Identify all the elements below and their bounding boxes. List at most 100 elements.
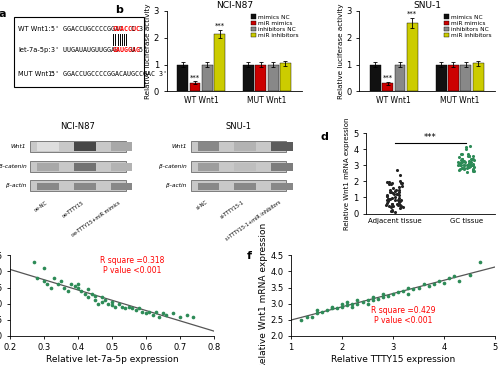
Point [390,191,398,197]
Point [393,167,401,173]
Point [389,185,397,191]
Point [148,312,156,318]
Point [462,144,470,150]
Text: 5' GGACCUGCCCCGGAC: 5' GGACCUGCCCCGGAC [52,26,124,32]
Point [308,314,316,319]
Point [476,259,484,265]
Point [354,297,362,303]
Point [454,162,462,168]
Point [399,204,407,210]
FancyBboxPatch shape [271,184,293,190]
Point [466,162,474,168]
Point [176,314,184,319]
Point [463,165,471,170]
Point [460,159,468,165]
Point [414,285,422,291]
FancyBboxPatch shape [110,142,132,151]
Point [33,275,41,281]
FancyBboxPatch shape [37,184,59,190]
Point [384,196,392,202]
Point [64,288,72,294]
Point [40,278,48,284]
Point [393,191,401,197]
Point [456,278,464,284]
Point [404,285,412,291]
Point [390,195,398,200]
FancyBboxPatch shape [271,142,293,151]
Point [469,167,477,173]
Title: NCI-N87: NCI-N87 [216,1,253,10]
Point [47,285,55,291]
Point [465,160,473,166]
FancyBboxPatch shape [30,141,126,152]
Point [162,312,170,318]
Text: ***: *** [190,74,200,80]
Point [383,193,391,199]
Text: si-TTTY15-1+miR inhibitors: si-TTTY15-1+miR inhibitors [225,200,282,242]
Point [108,302,116,308]
Point [118,304,126,310]
Point [458,156,466,162]
Text: ***: *** [382,75,392,81]
Point [312,307,320,313]
Point [384,197,392,203]
Text: ***: *** [424,132,437,142]
Point [440,280,448,286]
Point [112,304,120,310]
Point [386,196,394,202]
Point [159,310,167,316]
Point [463,162,471,168]
Title: SNU-1: SNU-1 [226,122,252,131]
Point [458,159,466,165]
Point [464,151,471,157]
Text: WT Wnt1:: WT Wnt1: [18,26,51,32]
Bar [256,65,266,91]
Point [466,163,473,169]
FancyBboxPatch shape [191,161,286,172]
Point [395,184,403,190]
Point [91,293,99,299]
Point [94,301,102,307]
Point [132,307,140,313]
Point [394,192,402,198]
Point [456,162,464,168]
Point [398,180,406,186]
Point [396,205,404,211]
Point [338,304,346,310]
Text: oe-NC: oe-NC [33,200,48,212]
Point [108,299,116,305]
Point [398,197,406,203]
Point [460,166,468,172]
Point [91,297,99,303]
Text: MUT Wnt1:: MUT Wnt1: [18,71,55,77]
FancyBboxPatch shape [37,142,59,151]
Point [465,153,473,159]
Point [382,193,390,199]
Point [40,265,48,271]
Point [391,188,399,194]
Point [468,159,475,165]
Point [344,302,351,308]
Title: SNU-1: SNU-1 [413,1,441,10]
Point [388,201,396,207]
Text: a: a [0,9,6,19]
Point [384,293,392,299]
FancyBboxPatch shape [74,163,96,171]
Point [392,209,400,215]
Point [435,278,443,284]
Bar [214,34,225,91]
Point [425,283,433,289]
Point [387,208,395,214]
Point [460,158,468,164]
Point [354,301,362,307]
Point [84,294,92,300]
Point [395,187,403,193]
Point [430,281,438,287]
Point [465,158,473,164]
Point [389,291,397,297]
Point [60,285,68,291]
Text: Wnt1: Wnt1 [172,143,187,149]
Point [57,278,65,284]
Point [80,291,88,297]
Point [456,167,464,173]
